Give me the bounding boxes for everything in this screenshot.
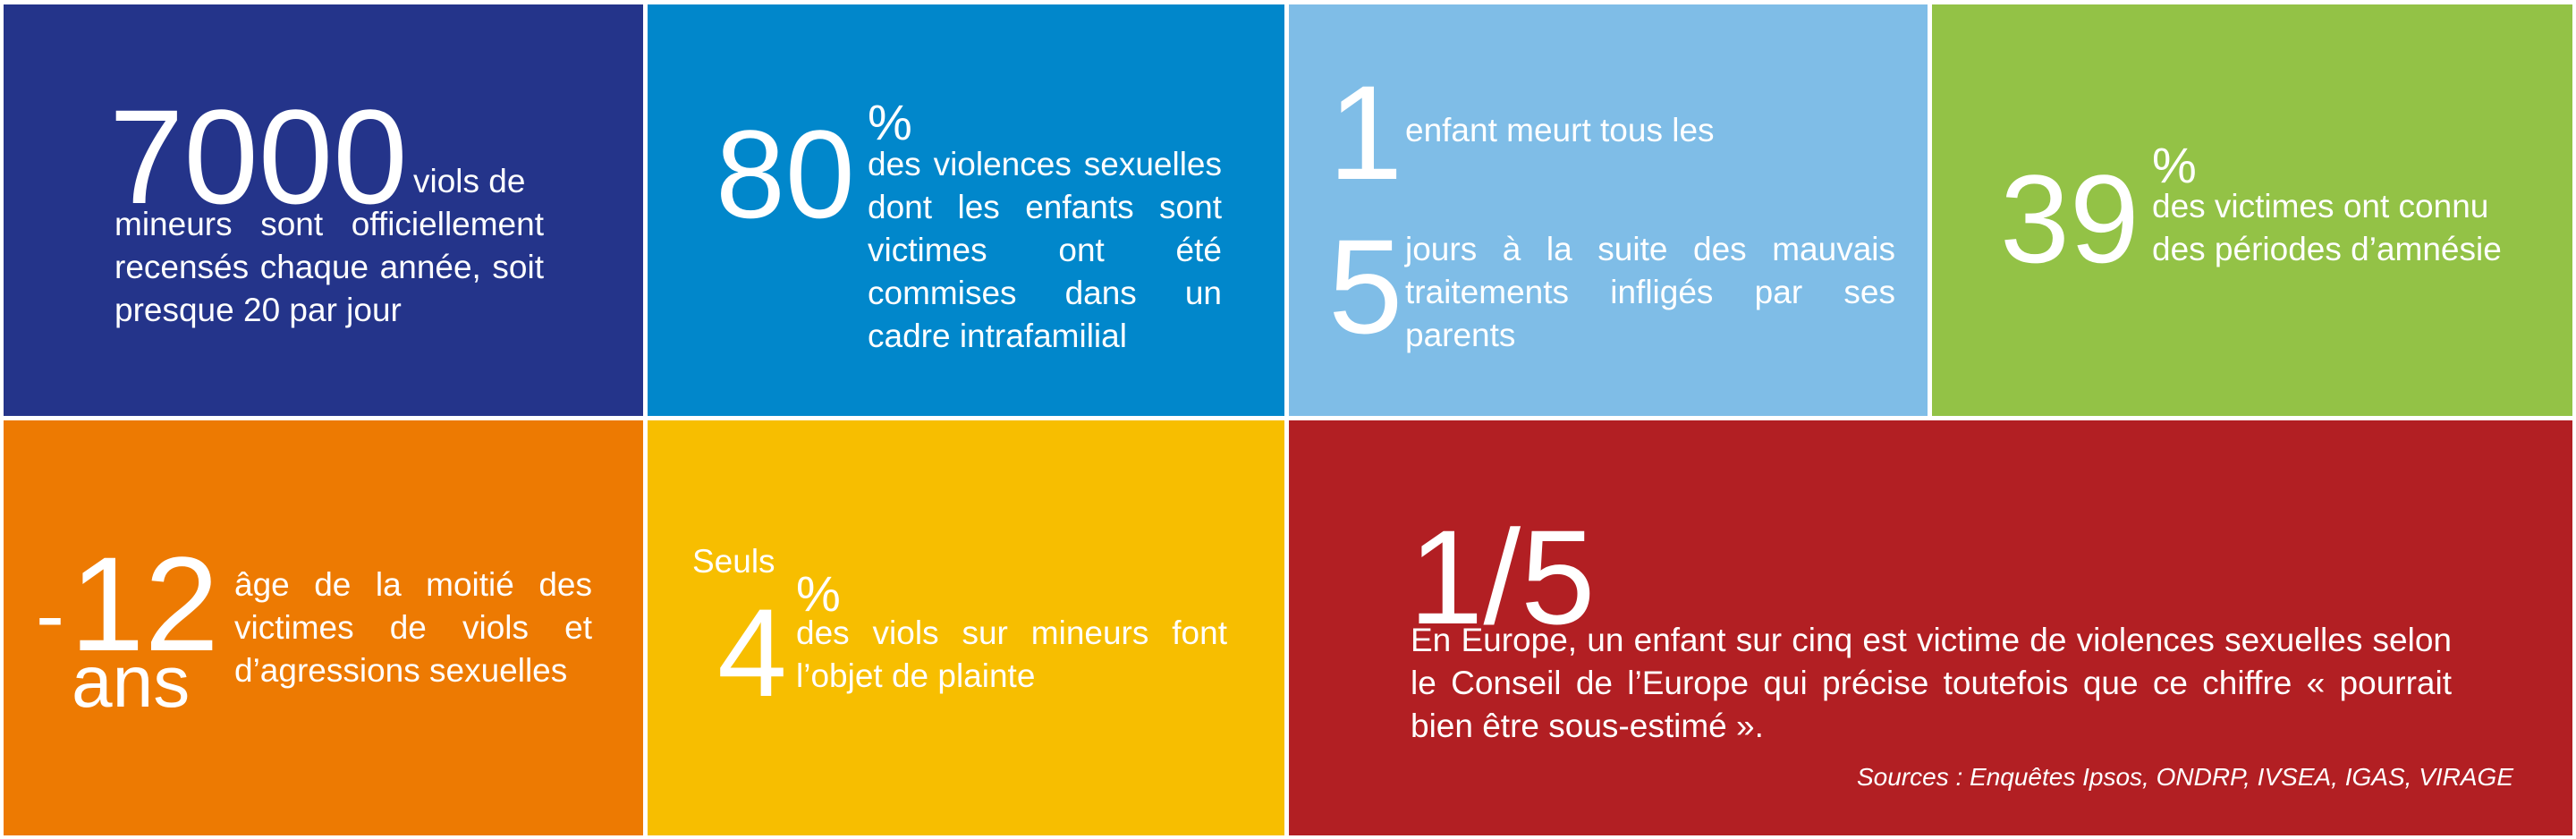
stat-number: 80: [716, 104, 855, 244]
stat-lead-text: viols de: [413, 163, 526, 199]
stat-percent: %: [796, 565, 841, 622]
stat-description-lines-1-2: des violences sexuelles dont les enfants…: [868, 143, 1222, 358]
stat-number: 39: [2000, 148, 2140, 289]
stat-lead-text: Seuls: [692, 543, 775, 580]
stat-description: En Europe, un enfant sur cinq est victim…: [1411, 622, 2452, 744]
stat-text-five: jours à la suite des mauvais traitements…: [1405, 231, 1895, 353]
stat-description: des violences sexuelles dont les enfants…: [868, 146, 1222, 354]
stat-tile-age-victimes: - 12 ans âge de la moitié des victimes d…: [4, 420, 643, 835]
stat-tile-amnesie: 39 % des victimes ont connu des périodes…: [1932, 4, 2572, 416]
stat-number: 1/5: [1409, 502, 1596, 652]
sources-note: Sources : Enquêtes Ipsos, ONDRP, IVSEA, …: [1856, 763, 2513, 791]
stat-tile-plainte: Seuls 4 % des viols sur mineurs font l’o…: [648, 420, 1284, 835]
stat-number-five: 5: [1328, 211, 1403, 361]
stat-number: 4: [717, 582, 787, 723]
stat-tile-cadre-intrafamilial: 80 % des violences sexuelles dont les en…: [648, 4, 1284, 416]
stat-description: âge de la moitié des victimes de viols e…: [234, 566, 592, 689]
stat-number: 7000: [109, 81, 408, 232]
stat-text-one: enfant meurt tous les: [1405, 112, 1715, 148]
stat-number: 12: [70, 529, 219, 679]
stat-tile-enfant-meurt: 1 enfant meurt tous les 5 jours à la sui…: [1289, 4, 1928, 416]
stat-percent: %: [2152, 137, 2197, 193]
stat-tile-viols-mineurs: 7000 viols de mineurs sont officiellemen…: [4, 4, 643, 416]
stat-description: des victimes ont connu des périodes d’am…: [2152, 188, 2502, 267]
stat-unit: ans: [72, 641, 191, 723]
stat-description: mineurs sont officiellement recensés cha…: [114, 206, 544, 328]
stat-percent: %: [868, 94, 912, 150]
stat-number-one: 1: [1328, 57, 1403, 208]
stat-tile-europe: 1/5 En Europe, un enfant sur cinq est vi…: [1289, 420, 2572, 835]
stat-description: des viols sur mineurs font l’objet de pl…: [796, 614, 1227, 694]
stat-prefix: -: [36, 567, 64, 663]
